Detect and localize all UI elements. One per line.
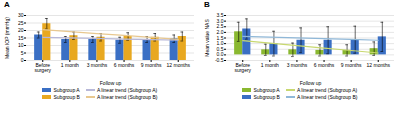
svg-text:1.5: 1.5 bbox=[217, 35, 224, 41]
svg-text:Mean IOP (mmHg): Mean IOP (mmHg) bbox=[4, 17, 10, 59]
svg-text:12 months: 12 months bbox=[167, 62, 191, 68]
svg-text:3.5: 3.5 bbox=[217, 12, 224, 18]
svg-text:Beforesurgery: Beforesurgery bbox=[234, 62, 251, 73]
html-text:Subgroup A: Subgroup A bbox=[53, 87, 80, 93]
svg-text:1 month: 1 month bbox=[61, 62, 79, 68]
svg-text:Mean value NAS: Mean value NAS bbox=[204, 19, 210, 57]
svg-text:30: 30 bbox=[18, 12, 24, 18]
svg-text:15: 15 bbox=[18, 35, 24, 41]
html-text:A linear trend (Subgroup A): A linear trend (Subgroup A) bbox=[296, 87, 358, 93]
svg-text:5: 5 bbox=[21, 50, 24, 56]
svg-text:Beforesurgery: Beforesurgery bbox=[34, 62, 51, 73]
svg-text:3 months: 3 months bbox=[87, 62, 108, 68]
html-text:Subgroup A: Subgroup A bbox=[253, 87, 280, 93]
svg-text:0: 0 bbox=[21, 57, 24, 63]
svg-text:12 months: 12 months bbox=[367, 62, 391, 68]
svg-text:-0.5: -0.5 bbox=[215, 57, 224, 63]
svg-text:2.0: 2.0 bbox=[217, 29, 224, 35]
svg-text:1.0: 1.0 bbox=[217, 40, 224, 46]
svg-text:1 month: 1 month bbox=[261, 62, 279, 68]
svg-text:9 months: 9 months bbox=[341, 62, 362, 68]
svg-text:0.0: 0.0 bbox=[217, 51, 224, 57]
svg-text:3.0: 3.0 bbox=[217, 18, 224, 24]
svg-text:Follow up: Follow up bbox=[100, 80, 122, 86]
svg-text:3 months: 3 months bbox=[287, 62, 308, 68]
svg-text:9 months: 9 months bbox=[141, 62, 162, 68]
svg-text:6 months: 6 months bbox=[114, 62, 135, 68]
html-text:A linear trend (Subgroup B): A linear trend (Subgroup B) bbox=[296, 94, 358, 100]
svg-text:0.5: 0.5 bbox=[217, 46, 224, 52]
svg-text:Follow up: Follow up bbox=[300, 80, 322, 86]
svg-text:2.5: 2.5 bbox=[217, 23, 224, 29]
html-text:A linear trend (Subgroup A): A linear trend (Subgroup A) bbox=[96, 87, 158, 93]
html-text:B: B bbox=[204, 0, 210, 9]
svg-text:6 months: 6 months bbox=[314, 62, 335, 68]
svg-text:10: 10 bbox=[18, 42, 24, 48]
svg-text:20: 20 bbox=[18, 27, 24, 33]
html-text:Subgroup B: Subgroup B bbox=[53, 94, 80, 100]
svg-text:25: 25 bbox=[18, 20, 24, 26]
html-text:A: A bbox=[4, 0, 10, 9]
html-text:A linear trend (Subgroup B): A linear trend (Subgroup B) bbox=[96, 94, 158, 100]
html-text:Subgroup B: Subgroup B bbox=[253, 94, 280, 100]
